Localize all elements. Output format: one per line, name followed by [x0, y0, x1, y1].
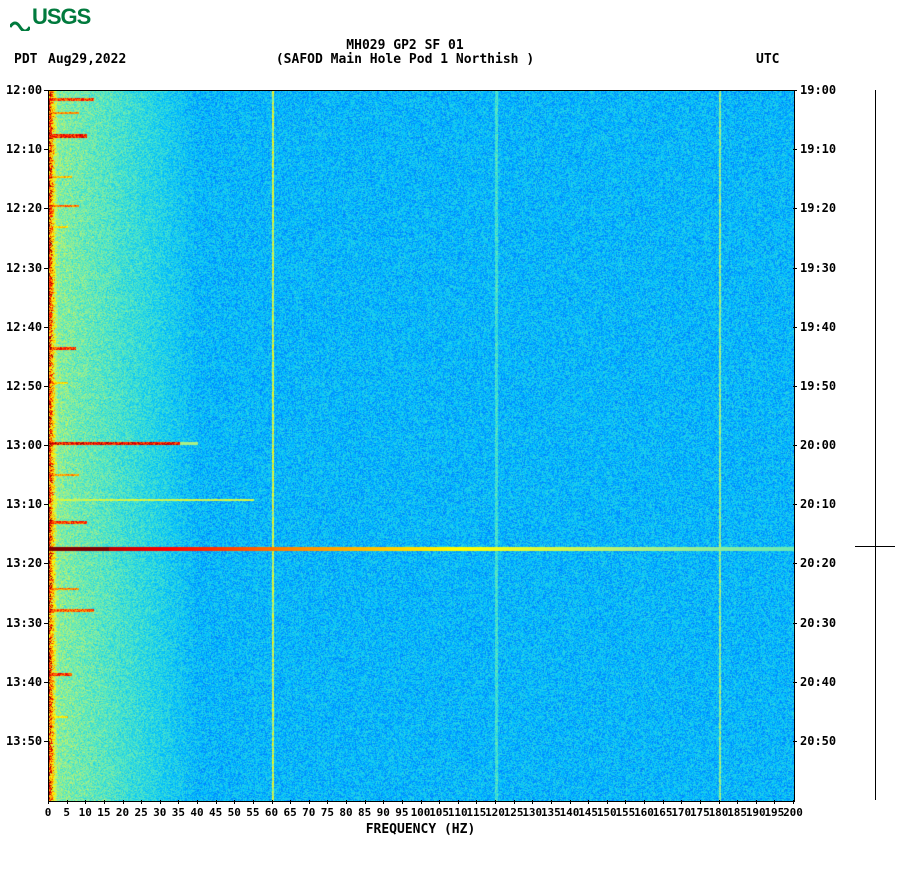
ytick-left: 12:50 — [6, 379, 42, 393]
xtick: 70 — [302, 806, 315, 819]
timezone-right-label: UTC — [756, 52, 779, 67]
xtick: 90 — [377, 806, 390, 819]
xtick: 65 — [284, 806, 297, 819]
xtick: 200 — [783, 806, 803, 819]
xtick: 60 — [265, 806, 278, 819]
xtick: 145 — [578, 806, 598, 819]
logo-text: USGS — [32, 4, 90, 29]
xtick: 45 — [209, 806, 222, 819]
ytick-right: 20:30 — [800, 616, 836, 630]
ytick-right: 19:30 — [800, 261, 836, 275]
x-axis-label: FREQUENCY (HZ) — [48, 822, 793, 837]
xtick: 120 — [485, 806, 505, 819]
xtick: 15 — [97, 806, 110, 819]
spectrogram-canvas — [49, 91, 794, 801]
ytick-right: 20:50 — [800, 734, 836, 748]
xtick: 75 — [321, 806, 334, 819]
ytick-left: 12:30 — [6, 261, 42, 275]
xtick: 95 — [395, 806, 408, 819]
amplitude-axis-line — [875, 90, 876, 800]
xtick: 85 — [358, 806, 371, 819]
xtick: 80 — [339, 806, 352, 819]
xtick: 0 — [45, 806, 52, 819]
amplitude-marker — [855, 546, 895, 547]
xtick: 35 — [172, 806, 185, 819]
wave-icon — [10, 11, 30, 25]
xtick: 10 — [79, 806, 92, 819]
ytick-left: 12:40 — [6, 320, 42, 334]
plot-title-line1: MH029 GP2 SF 01 — [0, 38, 810, 53]
xtick: 55 — [246, 806, 259, 819]
xtick: 170 — [671, 806, 691, 819]
xtick: 135 — [541, 806, 561, 819]
spectrogram-plot — [48, 90, 795, 802]
xtick: 110 — [448, 806, 468, 819]
ytick-left: 13:10 — [6, 497, 42, 511]
xtick: 160 — [634, 806, 654, 819]
xtick: 5 — [63, 806, 70, 819]
xtick: 195 — [764, 806, 784, 819]
xtick: 125 — [504, 806, 524, 819]
ytick-right: 19:10 — [800, 142, 836, 156]
xtick: 40 — [190, 806, 203, 819]
ytick-left: 13:20 — [6, 556, 42, 570]
xtick: 185 — [727, 806, 747, 819]
xtick: 30 — [153, 806, 166, 819]
xtick: 175 — [690, 806, 710, 819]
ytick-left: 12:10 — [6, 142, 42, 156]
xtick: 105 — [429, 806, 449, 819]
ytick-right: 19:00 — [800, 83, 836, 97]
xtick: 50 — [228, 806, 241, 819]
xtick: 115 — [466, 806, 486, 819]
ytick-right: 19:50 — [800, 379, 836, 393]
xtick: 190 — [746, 806, 766, 819]
ytick-right: 19:20 — [800, 201, 836, 215]
xtick: 140 — [560, 806, 580, 819]
xtick: 130 — [522, 806, 542, 819]
ytick-left: 13:00 — [6, 438, 42, 452]
ytick-left: 13:40 — [6, 675, 42, 689]
ytick-left: 12:20 — [6, 201, 42, 215]
ytick-right: 20:40 — [800, 675, 836, 689]
ytick-left: 13:30 — [6, 616, 42, 630]
timezone-left-label: PDT — [14, 52, 37, 67]
xtick: 150 — [597, 806, 617, 819]
xtick: 25 — [135, 806, 148, 819]
ytick-right: 20:00 — [800, 438, 836, 452]
ytick-left: 13:50 — [6, 734, 42, 748]
usgs-logo: USGS — [10, 4, 90, 30]
ytick-right: 20:10 — [800, 497, 836, 511]
xtick: 20 — [116, 806, 129, 819]
xtick: 165 — [653, 806, 673, 819]
ytick-left: 12:00 — [6, 83, 42, 97]
xtick: 180 — [709, 806, 729, 819]
date-label: Aug29,2022 — [48, 52, 126, 67]
xtick: 100 — [411, 806, 431, 819]
xtick: 155 — [615, 806, 635, 819]
ytick-right: 20:20 — [800, 556, 836, 570]
ytick-right: 19:40 — [800, 320, 836, 334]
